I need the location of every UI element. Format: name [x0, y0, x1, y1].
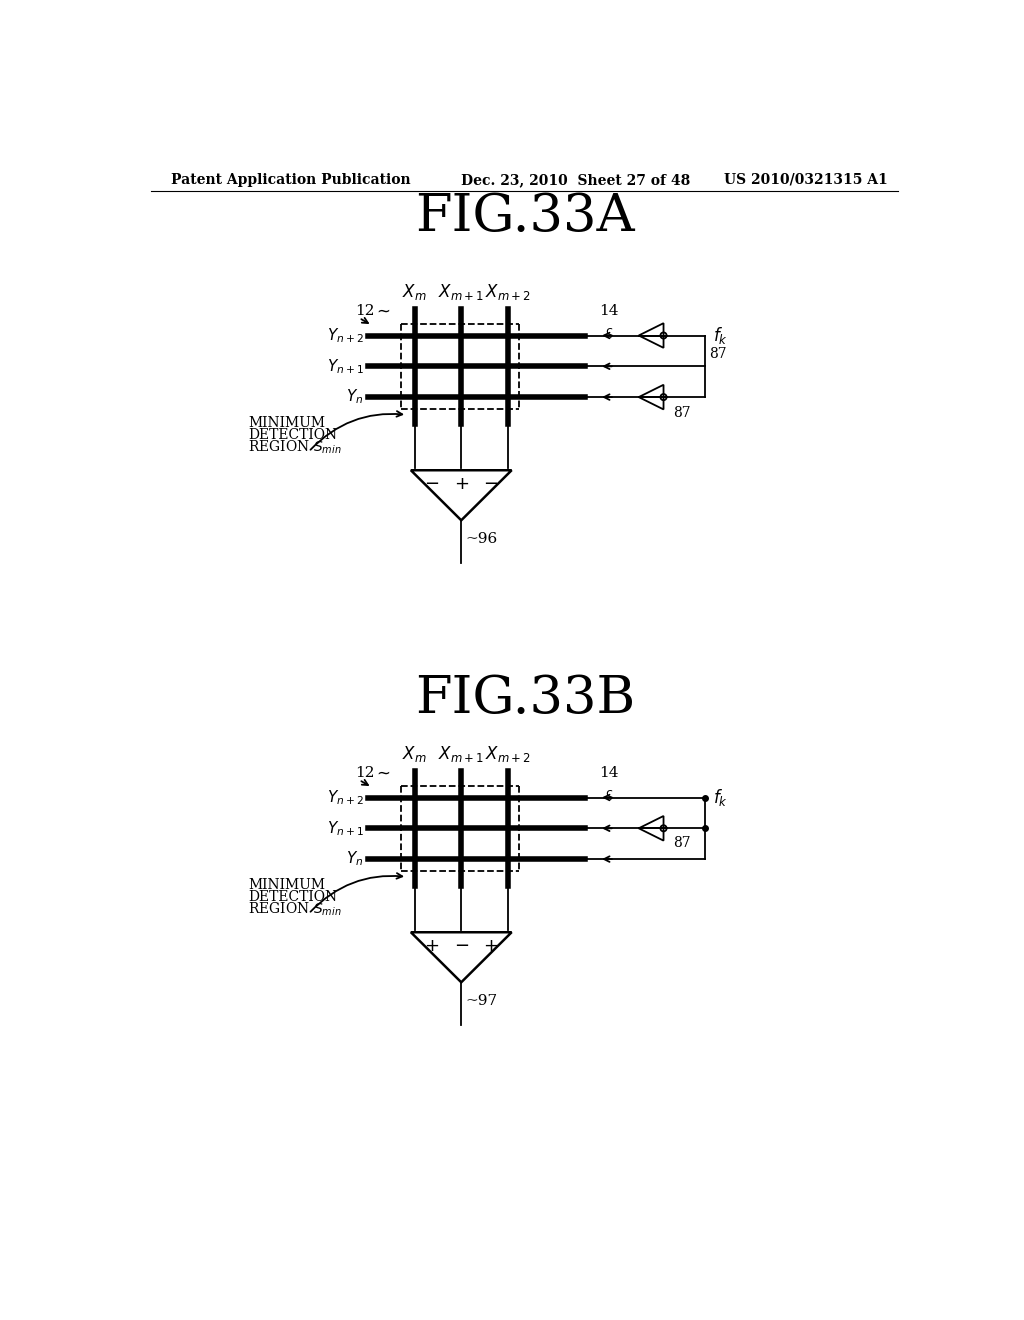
- Text: MINIMUM: MINIMUM: [248, 878, 326, 891]
- Text: $Y_{n+1}$: $Y_{n+1}$: [327, 356, 364, 376]
- Text: $f_k$: $f_k$: [713, 325, 728, 346]
- Text: ~: ~: [376, 302, 390, 321]
- Text: $X_{m+1}$: $X_{m+1}$: [438, 744, 484, 764]
- Text: $Y_n$: $Y_n$: [346, 388, 364, 407]
- Text: $Y_{n+2}$: $Y_{n+2}$: [327, 326, 364, 345]
- Text: $X_{m+2}$: $X_{m+2}$: [484, 744, 530, 764]
- Text: 87: 87: [673, 407, 690, 420]
- Text: +: +: [483, 937, 499, 956]
- Text: Patent Application Publication: Patent Application Publication: [171, 173, 411, 187]
- Text: −: −: [483, 475, 499, 494]
- Text: 87: 87: [673, 836, 690, 850]
- Text: −: −: [424, 475, 439, 494]
- Text: −: −: [454, 937, 469, 956]
- Text: MINIMUM: MINIMUM: [248, 416, 326, 429]
- Text: ς: ς: [605, 326, 612, 338]
- Text: 87: 87: [710, 347, 727, 362]
- Text: 14: 14: [599, 304, 618, 318]
- Text: DETECTION: DETECTION: [248, 890, 337, 904]
- Text: $Y_{n+2}$: $Y_{n+2}$: [327, 788, 364, 807]
- Text: $X_{m+1}$: $X_{m+1}$: [438, 282, 484, 302]
- Text: +: +: [424, 937, 439, 956]
- Text: $X_m$: $X_m$: [402, 744, 427, 764]
- Text: FIG.33A: FIG.33A: [415, 190, 635, 242]
- Text: $X_{m+2}$: $X_{m+2}$: [484, 282, 530, 302]
- Text: US 2010/0321315 A1: US 2010/0321315 A1: [724, 173, 888, 187]
- Text: Dec. 23, 2010  Sheet 27 of 48: Dec. 23, 2010 Sheet 27 of 48: [461, 173, 690, 187]
- Text: REGION $S_{min}$: REGION $S_{min}$: [248, 900, 342, 917]
- Text: 12: 12: [355, 766, 375, 780]
- Text: +: +: [454, 475, 469, 494]
- Text: ~97: ~97: [465, 994, 498, 1008]
- Text: ~: ~: [376, 764, 390, 783]
- Text: ς: ς: [605, 788, 612, 800]
- Text: ~96: ~96: [465, 532, 498, 546]
- Text: $Y_{n+1}$: $Y_{n+1}$: [327, 818, 364, 838]
- Text: FIG.33B: FIG.33B: [415, 673, 635, 725]
- Text: DETECTION: DETECTION: [248, 428, 337, 442]
- Text: $Y_n$: $Y_n$: [346, 850, 364, 869]
- Text: REGION $S_{min}$: REGION $S_{min}$: [248, 438, 342, 455]
- Text: $f_k$: $f_k$: [713, 787, 728, 808]
- Text: $X_m$: $X_m$: [402, 282, 427, 302]
- Text: 14: 14: [599, 766, 618, 780]
- Text: 12: 12: [355, 304, 375, 318]
